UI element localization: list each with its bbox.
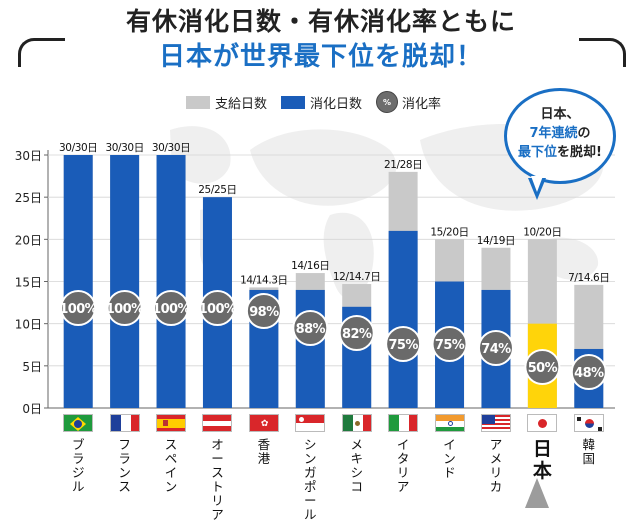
flag-icon — [341, 414, 372, 432]
x-tick-label: シンガポール — [304, 437, 317, 522]
rate-label-8: 75% — [435, 338, 465, 353]
x-tick-label: フランス — [118, 437, 131, 494]
x-tick-label: 香港 — [257, 437, 271, 466]
rate-badge-3 — [199, 290, 236, 326]
flag-icon — [63, 414, 94, 432]
bar-top-label-4: 14/14.3日 — [240, 274, 288, 286]
flag-icon — [388, 414, 419, 432]
y-tick-label: 20日 — [15, 233, 42, 247]
rate-label-6: 82% — [342, 327, 372, 342]
rate-badge-2 — [153, 290, 190, 326]
rate-label-2: 100% — [152, 302, 190, 317]
map-shape-3 — [545, 237, 599, 280]
legend-label-rate: 消化率 — [402, 96, 442, 112]
bar-top-label-9: 14/19日 — [477, 235, 515, 247]
rate-badge-7 — [385, 326, 422, 362]
rate-badge-5 — [292, 310, 329, 346]
bar-used-7 — [388, 230, 418, 408]
bar-top-label-7: 21/28日 — [384, 159, 422, 171]
japan-pointer-arrow — [525, 478, 549, 508]
title-bracket-left — [18, 38, 65, 67]
rate-label-9: 74% — [481, 342, 511, 357]
flag-icon — [109, 414, 140, 432]
x-tick-label: イタリア — [396, 437, 410, 494]
callout-tail-inner — [531, 176, 543, 192]
legend-rate-icon: % — [376, 91, 399, 113]
flag-icon — [434, 414, 465, 432]
bar-top-label-11: 7/14.6日 — [568, 272, 609, 284]
bar-top-label-8: 15/20日 — [430, 226, 468, 238]
flag-icon — [527, 414, 558, 432]
map-shape-0 — [250, 129, 397, 206]
rate-label-1: 100% — [106, 302, 144, 317]
x-tick-label: オーストリア — [211, 437, 224, 522]
legend-item-used: 消化日数 — [281, 93, 362, 112]
rate-label-10: 50% — [528, 361, 558, 376]
x-tick-label: 韓国 — [582, 437, 596, 466]
bar-top-label-2: 30/30日 — [152, 142, 190, 154]
bar-top-label-3: 25/25日 — [198, 184, 236, 196]
callout-line3-suffix: を脱却! — [557, 145, 602, 160]
callout-line2-suffix: の — [577, 126, 591, 141]
bar-used-0 — [63, 155, 93, 408]
rate-badge-0 — [60, 290, 97, 326]
bar-used-2 — [156, 155, 186, 408]
y-tick-label: 10日 — [15, 318, 42, 332]
callout-bubble: 日本、 7年連続の 最下位を脱却! — [504, 88, 616, 184]
bar-top-label-5: 14/16日 — [291, 260, 329, 272]
legend-swatch-granted — [186, 95, 210, 109]
bar-used-5 — [295, 289, 325, 408]
rate-badge-11 — [570, 354, 607, 390]
flag-icon — [156, 414, 187, 432]
flag-icon: ✿ — [248, 414, 279, 432]
x-tick-label: 日本 — [532, 438, 552, 482]
rate-badge-6 — [338, 315, 375, 351]
legend-item-rate: % 消化率 — [376, 91, 441, 113]
rate-label-5: 88% — [296, 322, 326, 337]
map-shape-1 — [323, 212, 374, 300]
flag-icon — [295, 414, 326, 432]
flag-icon — [480, 414, 511, 432]
bar-used-1 — [110, 155, 140, 408]
legend-label-granted: 支給日数 — [215, 96, 268, 112]
rate-badge-1 — [106, 290, 143, 326]
rate-badge-4 — [245, 293, 282, 329]
bar-top-label-10: 10/20日 — [523, 226, 561, 238]
y-tick-label: 5日 — [22, 360, 42, 374]
legend-label-used: 消化日数 — [310, 96, 363, 112]
chart-title-line1: 有休消化日数・有休消化率ともに — [125, 7, 516, 36]
x-tick-label: ブラジル — [71, 437, 85, 494]
callout-highlight: 最下位 — [518, 145, 558, 160]
bar-top-label-6: 12/14.7日 — [333, 271, 381, 283]
flag-icon — [202, 414, 233, 432]
x-tick-label: インド — [443, 437, 456, 480]
rate-badge-10 — [524, 349, 561, 385]
y-tick-label: 15日 — [15, 276, 42, 290]
chart-title-line2: 日本が世界最下位を脱却！ — [158, 42, 483, 72]
rate-label-11: 48% — [574, 366, 604, 381]
rate-label-0: 100% — [59, 302, 97, 317]
flag-icon — [573, 414, 604, 432]
legend-swatch-used — [281, 95, 306, 109]
callout-line1: 日本、 — [540, 107, 580, 122]
legend-item-granted: 支給日数 — [186, 93, 267, 112]
rate-label-7: 75% — [388, 338, 418, 353]
callout-line2: 7年連続 — [529, 126, 578, 141]
y-tick-label: 30日 — [15, 149, 42, 163]
title-bracket-right — [579, 38, 626, 67]
bar-top-label-0: 30/30日 — [59, 142, 97, 154]
rate-badge-9 — [477, 330, 514, 366]
rate-label-4: 98% — [249, 305, 279, 320]
legend: 支給日数 消化日数 % 消化率 — [186, 91, 455, 113]
y-tick-label: 25日 — [15, 191, 42, 205]
rate-badge-8 — [431, 326, 468, 362]
x-tick-label: アメリカ — [489, 437, 503, 494]
x-tick-label: スペイン — [164, 437, 178, 494]
rate-label-3: 100% — [199, 302, 237, 317]
x-tick-label: メキシコ — [350, 437, 363, 494]
y-tick-label: 0日 — [22, 402, 42, 416]
bar-top-label-1: 30/30日 — [105, 142, 143, 154]
